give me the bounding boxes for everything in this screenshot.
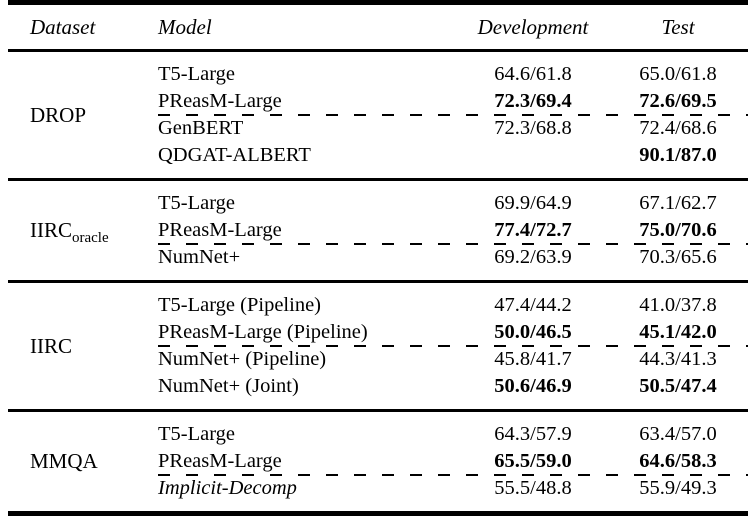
top-rule [8,0,748,5]
dataset-label: IIRC [30,333,72,358]
test-score-cell: 70.3/65.6 [639,246,717,268]
dev-score-cell: 69.2/63.9 [494,246,572,268]
model-cell: PReasM-Large [158,90,282,112]
model-cell: PReasM-Large [158,219,282,241]
table-row: T5-Large (Pipeline) 47.4/44.2 41.0/37.8 [158,292,748,319]
header-model: Model [158,14,212,39]
test-score-cell: 90.1/87.0 [639,144,717,166]
model-cell: T5-Large [158,192,236,214]
table-row: PReasM-Large (Pipeline) 50.0/46.5 45.1/4… [158,319,748,346]
table-row: NumNet+ 69.2/63.9 70.3/65.6 [158,244,748,271]
test-score-cell: 65.0/61.8 [639,63,717,85]
test-score-cell: 55.9/49.3 [639,477,717,499]
model-cell: PReasM-Large [158,450,282,472]
table-row: NumNet+ (Joint) 50.6/46.9 50.5/47.4 [158,373,748,400]
table-row: QDGAT-ALBERT 90.1/87.0 [158,142,748,169]
bottom-rule [8,511,748,516]
dashed-divider [158,243,748,245]
group-iirc-oracle: IIRCoracle T5-Large 69.9/64.9 67.1/62.7 … [8,181,748,280]
dashed-divider [158,114,748,116]
dev-score-cell: 55.5/48.8 [494,477,572,499]
dataset-label: MMQA [30,449,98,473]
table-row: T5-Large 64.3/57.9 63.4/57.0 [158,421,748,448]
model-cell: Implicit-Decomp [158,477,297,499]
test-score-cell: 50.5/47.4 [639,375,717,397]
model-cell: T5-Large [158,63,236,85]
dataset-label: DROP [30,102,87,127]
table-row: Implicit-Decomp 55.5/48.8 55.9/49.3 [158,475,748,502]
dashed-divider [158,345,748,347]
header-rule [8,49,748,52]
dev-score-cell: 69.9/64.9 [494,192,572,214]
group-iirc: IIRC T5-Large (Pipeline) 47.4/44.2 41.0/… [8,283,748,409]
test-score-cell: 75.0/70.6 [639,219,717,241]
model-cell: QDGAT-ALBERT [158,144,311,166]
table-row: NumNet+ (Pipeline) 45.8/41.7 44.3/41.3 [158,346,748,373]
table-row: GenBERT 72.3/68.8 72.4/68.6 [158,115,748,142]
model-cell: NumNet+ [158,246,241,268]
model-cell: NumNet+ (Pipeline) [158,348,327,370]
dev-score-cell: 50.6/46.9 [494,375,572,397]
dev-score-cell: 64.6/61.8 [494,63,572,85]
test-score-cell: 67.1/62.7 [639,192,717,214]
dev-score-cell: 77.4/72.7 [494,219,572,241]
group-divider-rule [8,280,748,283]
test-score-cell: 64.6/58.3 [639,450,717,472]
table-header-row: Dataset Model Development Test [8,5,748,49]
dashed-divider [158,474,748,476]
dev-score-cell: 50.0/46.5 [494,321,572,343]
header-development: Development [477,14,589,39]
table-row: T5-Large 69.9/64.9 67.1/62.7 [158,190,748,217]
dev-score-cell: 64.3/57.9 [494,423,572,445]
test-score-cell: 41.0/37.8 [639,294,717,316]
header-dataset: Dataset [30,14,96,39]
table-row: PReasM-Large 65.5/59.0 64.6/58.3 [158,448,748,475]
test-score-cell: 72.4/68.6 [639,117,717,139]
test-score-cell: 45.1/42.0 [639,321,717,343]
group-divider-rule [8,409,748,412]
model-cell: PReasM-Large (Pipeline) [158,321,368,343]
dev-score-cell: 72.3/68.8 [494,117,572,139]
test-score-cell: 72.6/69.5 [639,90,717,112]
model-cell: T5-Large (Pipeline) [158,294,321,316]
header-test: Test [661,14,695,39]
results-table: Dataset Model Development Test DROP T5-L… [8,0,748,516]
group-divider-rule [8,178,748,181]
dataset-subscript: oracle [72,230,109,247]
model-cell: GenBERT [158,117,244,139]
dev-score-cell: 45.8/41.7 [494,348,572,370]
dev-score-cell: 65.5/59.0 [494,450,572,472]
table-row: T5-Large 64.6/61.8 65.0/61.8 [158,61,748,88]
table-row: PReasM-Large 77.4/72.7 75.0/70.6 [158,217,748,244]
model-cell: T5-Large [158,423,236,445]
dev-score-cell: 72.3/69.4 [494,90,572,112]
group-mmqa: MMQA T5-Large 64.3/57.9 63.4/57.0 PReasM… [8,412,748,511]
group-drop: DROP T5-Large 64.6/61.8 65.0/61.8 PReasM… [8,52,748,178]
test-score-cell: 63.4/57.0 [639,423,717,445]
dev-score-cell: 47.4/44.2 [494,294,572,316]
table-row: PReasM-Large 72.3/69.4 72.6/69.5 [158,88,748,115]
dataset-label: IIRCoracle [30,218,109,247]
test-score-cell: 44.3/41.3 [639,348,717,370]
model-cell: NumNet+ (Joint) [158,375,299,397]
